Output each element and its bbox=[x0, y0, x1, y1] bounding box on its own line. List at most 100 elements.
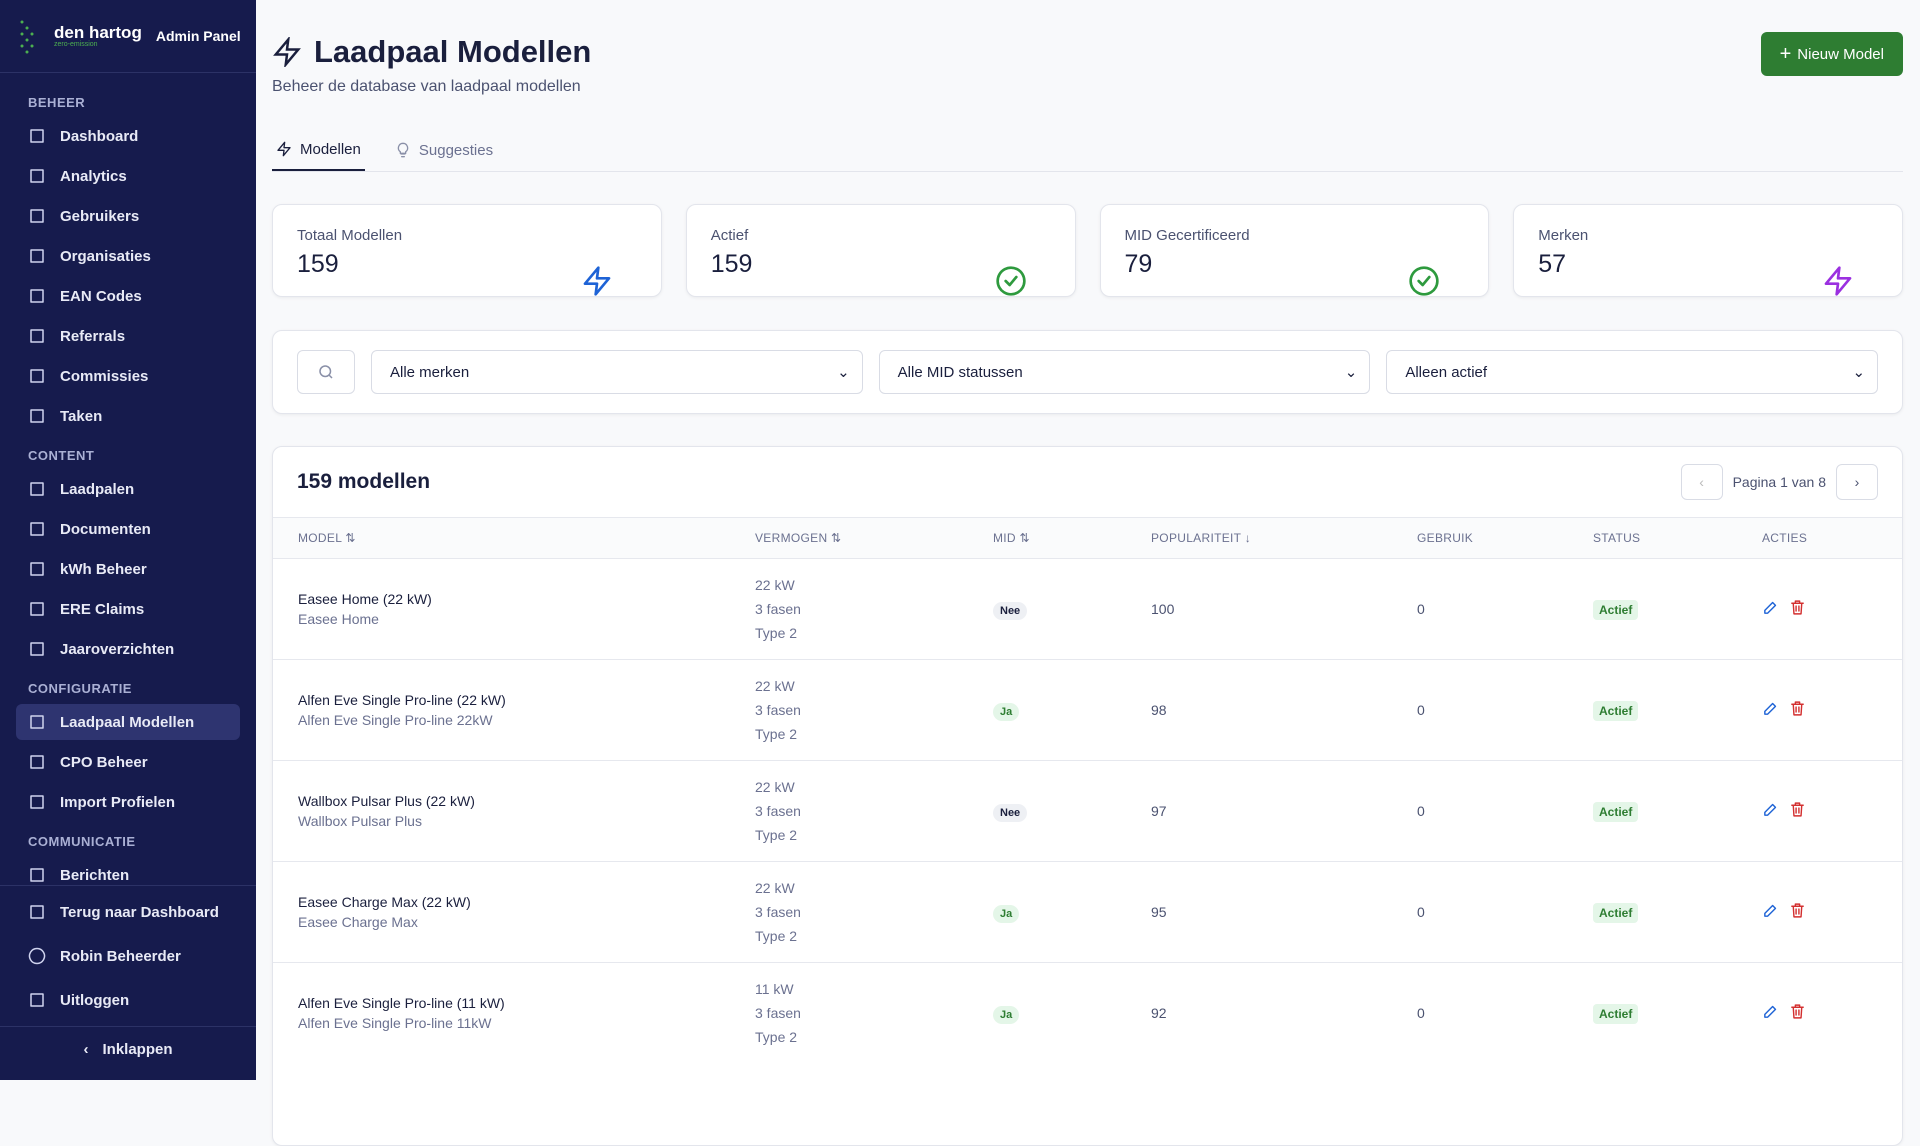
usage: 0 bbox=[1417, 601, 1425, 617]
delete-button[interactable] bbox=[1789, 599, 1806, 619]
tab-label: Suggesties bbox=[418, 142, 494, 159]
stat-card: Actief 159 bbox=[685, 204, 1076, 297]
filter-select[interactable]: Alleen actief ⌄ bbox=[1386, 350, 1879, 394]
popularity: 98 bbox=[1151, 702, 1167, 718]
nav-item[interactable]: Analytics bbox=[16, 158, 240, 194]
stat-card: MID Gecertificeerd 79 bbox=[1099, 204, 1490, 297]
nav-label: Analytics bbox=[60, 167, 127, 185]
footer-item[interactable]: Terug naar Dashboard bbox=[16, 894, 240, 930]
icon-shape bbox=[30, 289, 44, 303]
filter-select[interactable]: Alle merken ⌄ bbox=[371, 350, 863, 394]
column-header[interactable]: POPULARITEIT ↓ bbox=[1151, 531, 1251, 545]
nav-item[interactable]: Commissies bbox=[16, 358, 240, 394]
power-power: 22 kW bbox=[755, 779, 795, 795]
icon bbox=[1762, 904, 1779, 922]
footer-label: Robin Beheerder bbox=[60, 947, 181, 965]
model-name: Alfen Eve Single Pro-line (22 kW) bbox=[298, 692, 506, 708]
brand-name: den hartog bbox=[54, 23, 142, 42]
icon bbox=[28, 367, 46, 385]
power-cell: 22 kW 3 fasen Type 2 bbox=[755, 775, 801, 847]
icon-shape bbox=[30, 795, 44, 809]
new-model-button[interactable]: + Nieuw Model bbox=[1760, 32, 1903, 76]
icon bbox=[1409, 235, 1464, 296]
stats: Totaal Modellen 159 Actief 159 MID Gecertifi… bbox=[272, 204, 1903, 297]
nav-label: kWh Beheer bbox=[60, 560, 147, 578]
nav-item[interactable]: Gebruikers bbox=[16, 198, 240, 234]
column-header[interactable]: MODEL ⇅ bbox=[298, 531, 356, 545]
nav-item[interactable]: Organisaties bbox=[16, 238, 240, 274]
mid-badge: Ja bbox=[993, 1006, 1020, 1024]
icon-shape bbox=[30, 522, 44, 536]
status-badge: Actief bbox=[1593, 600, 1639, 620]
sort-icon: ↓ bbox=[1241, 531, 1252, 545]
tab[interactable]: Modellen bbox=[272, 130, 365, 171]
power-phases: 3 fasen bbox=[755, 803, 801, 819]
icon-shape bbox=[30, 129, 44, 143]
icon bbox=[28, 407, 46, 425]
nav-item[interactable]: Berichten bbox=[16, 857, 240, 885]
delete-button[interactable] bbox=[1789, 801, 1806, 821]
icon bbox=[1789, 600, 1806, 619]
edit-button[interactable] bbox=[1762, 1003, 1779, 1023]
column-label: ACTIES bbox=[1762, 531, 1808, 545]
model-cell: Wallbox Pulsar Plus (22 kW) Wallbox Pulsa… bbox=[298, 793, 475, 829]
delete-button[interactable] bbox=[1789, 902, 1806, 922]
delete-button[interactable] bbox=[1789, 700, 1806, 720]
nav-item[interactable]: ERE Claims bbox=[16, 591, 240, 627]
column-header[interactable]: VERMOGEN ⇅ bbox=[755, 531, 841, 545]
delete-button[interactable] bbox=[1789, 1003, 1806, 1023]
tab[interactable]: Suggesties bbox=[391, 130, 497, 171]
nav-item[interactable]: Laadpalen bbox=[16, 471, 240, 507]
table-card: 159 modellen ‹ Pagina 1 van 8 › MODEL ⇅ V… bbox=[272, 446, 1903, 1146]
edit-button[interactable] bbox=[1762, 801, 1779, 821]
icon bbox=[1824, 235, 1878, 296]
footer-item[interactable]: Uitloggen bbox=[16, 982, 240, 1018]
nav-item[interactable]: Import Profielen bbox=[16, 784, 240, 820]
edit-button[interactable] bbox=[1762, 902, 1779, 922]
nav-item[interactable]: EAN Codes bbox=[16, 278, 240, 314]
sidebar: den hartog zero-emission Admin Panel BEHE… bbox=[0, 0, 256, 1080]
nav-item[interactable]: Taken bbox=[16, 398, 240, 434]
sort-icon: ⇅ bbox=[341, 531, 356, 545]
sort-icon: ⇅ bbox=[1015, 531, 1030, 545]
next-page[interactable]: › bbox=[1836, 464, 1878, 500]
nav-section-title: BEHEER bbox=[28, 95, 86, 110]
nav-item[interactable]: Documenten bbox=[16, 511, 240, 547]
nav-item[interactable]: Referrals bbox=[16, 318, 240, 354]
icon-shape bbox=[30, 169, 44, 183]
actions bbox=[1762, 1003, 1806, 1023]
column-label: GEBRUIK bbox=[1417, 531, 1474, 545]
nav-item[interactable]: CPO Beheer bbox=[16, 744, 240, 780]
filter-select[interactable]: Alle MID statussen ⌄ bbox=[878, 350, 1371, 394]
mid-cell: Ja bbox=[993, 1005, 1020, 1024]
table-row: Alfen Eve Single Pro-line (22 kW) Alfen E… bbox=[273, 659, 1902, 760]
edit-button[interactable] bbox=[1762, 700, 1779, 720]
power-cell: 11 kW 3 fasen Type 2 bbox=[755, 977, 801, 1049]
nav-item[interactable]: Laadpaal Modellen bbox=[16, 704, 240, 740]
footer-item[interactable]: Robin Beheerder bbox=[16, 938, 240, 974]
power-connector: Type 2 bbox=[755, 726, 798, 742]
edit-button[interactable] bbox=[1762, 599, 1779, 619]
column-header[interactable]: MID ⇅ bbox=[993, 531, 1030, 545]
usage: 0 bbox=[1417, 803, 1425, 819]
nav-item[interactable]: Jaaroverzichten bbox=[16, 631, 240, 667]
status-badge: Actief bbox=[1593, 802, 1639, 822]
nav-item[interactable]: kWh Beheer bbox=[16, 551, 240, 587]
model-name: Wallbox Pulsar Plus (22 kW) bbox=[298, 793, 475, 809]
nav-item[interactable]: Dashboard bbox=[16, 118, 240, 154]
popularity: 100 bbox=[1151, 601, 1175, 617]
prev-page[interactable]: ‹ bbox=[1680, 464, 1723, 500]
mid-badge: Ja bbox=[993, 905, 1020, 923]
nav-label: Laadpaal Modellen bbox=[60, 713, 195, 731]
footer-label: Uitloggen bbox=[60, 991, 130, 1009]
search[interactable] bbox=[297, 350, 355, 394]
icon bbox=[995, 235, 1051, 296]
icon bbox=[276, 141, 294, 159]
collapse-button[interactable]: ‹ Inklappen bbox=[0, 1026, 256, 1072]
nav-label: Taken bbox=[60, 407, 103, 425]
nav-label: Jaaroverzichten bbox=[60, 640, 175, 658]
icon-shape bbox=[30, 755, 44, 769]
power-phases: 3 fasen bbox=[755, 702, 801, 718]
stat-label: Totaal Modellen bbox=[297, 227, 403, 244]
panel-label: Admin Panel bbox=[155, 28, 241, 44]
